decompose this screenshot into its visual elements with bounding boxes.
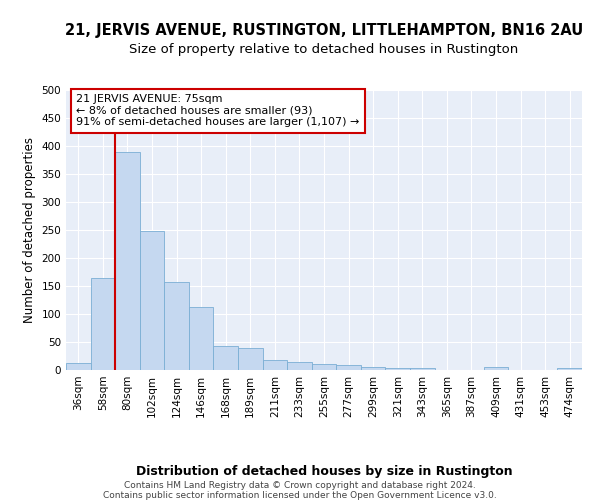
Bar [410, 368, 434, 370]
Bar [66, 362, 91, 370]
Text: 21, JERVIS AVENUE, RUSTINGTON, LITTLEHAMPTON, BN16 2AU: 21, JERVIS AVENUE, RUSTINGTON, LITTLEHAM… [65, 22, 583, 38]
Bar [361, 366, 385, 370]
Text: Distribution of detached houses by size in Rustington: Distribution of detached houses by size … [136, 465, 512, 478]
Bar [140, 231, 164, 370]
Bar [336, 365, 361, 370]
Text: Contains HM Land Registry data © Crown copyright and database right 2024.: Contains HM Land Registry data © Crown c… [124, 481, 476, 490]
Bar [115, 152, 140, 370]
Bar [557, 368, 582, 370]
Bar [189, 306, 214, 370]
Bar [164, 282, 189, 370]
Bar [91, 278, 115, 370]
Bar [484, 367, 508, 370]
Bar [385, 368, 410, 370]
Text: 21 JERVIS AVENUE: 75sqm
← 8% of detached houses are smaller (93)
91% of semi-det: 21 JERVIS AVENUE: 75sqm ← 8% of detached… [76, 94, 359, 128]
Bar [263, 360, 287, 370]
Text: Size of property relative to detached houses in Rustington: Size of property relative to detached ho… [130, 42, 518, 56]
Bar [312, 364, 336, 370]
Bar [287, 362, 312, 370]
Y-axis label: Number of detached properties: Number of detached properties [23, 137, 36, 323]
Bar [238, 348, 263, 370]
Text: Contains public sector information licensed under the Open Government Licence v3: Contains public sector information licen… [103, 491, 497, 500]
Bar [214, 346, 238, 370]
